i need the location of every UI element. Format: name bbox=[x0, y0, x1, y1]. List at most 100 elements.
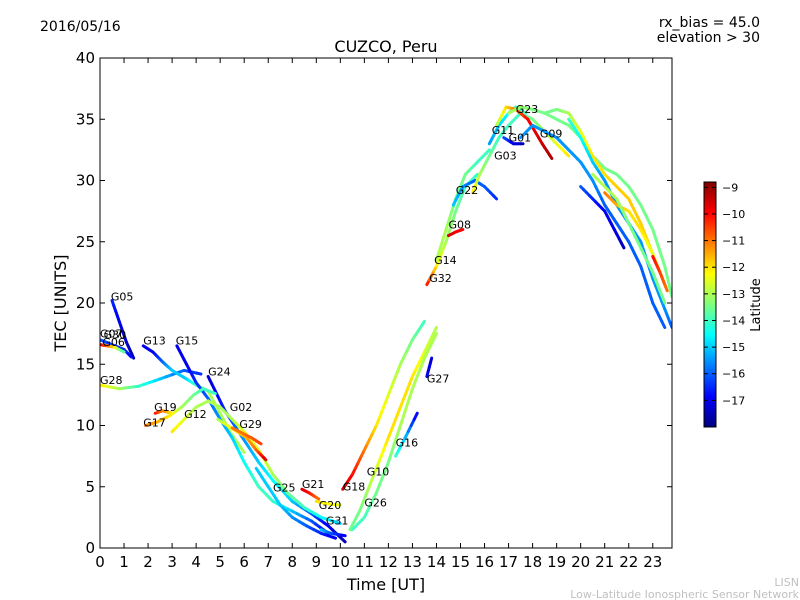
series-track-32 bbox=[567, 117, 672, 329]
x-tick-label: 22 bbox=[619, 553, 638, 571]
series-segment bbox=[547, 153, 554, 160]
x-tick-label: 5 bbox=[215, 553, 225, 571]
series-segment bbox=[648, 267, 655, 280]
series-segment bbox=[210, 390, 217, 396]
satellite-label-G17: G17 bbox=[143, 417, 166, 430]
series-segment bbox=[339, 536, 347, 544]
series-segment bbox=[564, 151, 571, 158]
series-segment bbox=[407, 387, 414, 400]
satellite-label-G30: G30 bbox=[104, 329, 127, 342]
series-segment bbox=[660, 293, 667, 305]
y-tick-label: 0 bbox=[85, 539, 95, 557]
satellite-label-G05: G05 bbox=[111, 291, 134, 304]
y-tick-label: 20 bbox=[76, 294, 95, 312]
colorbar-tick-label: −15 bbox=[722, 341, 745, 354]
y-tick-label: 40 bbox=[76, 49, 95, 67]
series-G29 bbox=[230, 426, 263, 446]
series-segment bbox=[620, 241, 626, 250]
series-track-36 bbox=[651, 254, 669, 293]
x-axis-label: Time [UT] bbox=[346, 575, 425, 594]
satellite-label-G01: G01 bbox=[509, 131, 532, 144]
series-segment bbox=[398, 414, 405, 427]
footer-network: Low-Latitude Ionospheric Sensor Network bbox=[570, 588, 799, 600]
series-track-34 bbox=[591, 172, 667, 305]
satellite-label-G20: G20 bbox=[319, 499, 342, 512]
series-layer bbox=[100, 105, 672, 544]
series-G30 bbox=[100, 343, 126, 354]
x-tick-label: 7 bbox=[263, 553, 273, 571]
series-G19 bbox=[153, 409, 174, 415]
colorbar-ticks: −9 −10 −11 −12 −13 −14 −15 −16 −17 bbox=[704, 181, 745, 407]
satellite-label-G23: G23 bbox=[516, 103, 539, 116]
series-G05 bbox=[110, 299, 136, 360]
satellite-label-G25: G25 bbox=[273, 482, 296, 495]
series-G32 bbox=[425, 172, 479, 287]
colorbar-tick-label: −16 bbox=[722, 368, 745, 381]
x-tick-label: 6 bbox=[239, 553, 249, 571]
series-track-30 bbox=[507, 105, 672, 299]
satellite-label-G16: G16 bbox=[396, 436, 419, 449]
satellite-label-G14: G14 bbox=[434, 254, 457, 267]
x-tick-label: 3 bbox=[167, 553, 177, 571]
series-segment bbox=[386, 451, 393, 464]
series-G20 bbox=[314, 499, 342, 507]
y-tick-label: 25 bbox=[76, 233, 95, 251]
series-segment bbox=[120, 349, 126, 354]
x-tick-label: 0 bbox=[95, 553, 105, 571]
colorbar-tick-label: −9 bbox=[722, 181, 738, 194]
series-G21 bbox=[300, 487, 321, 501]
x-tick-label: 9 bbox=[312, 553, 322, 571]
satellite-label-G13: G13 bbox=[143, 335, 166, 348]
series-segment bbox=[657, 246, 664, 259]
series-G17 bbox=[144, 387, 217, 427]
series-segment bbox=[130, 352, 136, 360]
series-segment bbox=[428, 356, 434, 365]
x-tick-label: 1 bbox=[119, 553, 129, 571]
y-tick-label: 10 bbox=[76, 417, 95, 435]
satellite-label-G28: G28 bbox=[100, 374, 123, 387]
series-segment bbox=[484, 148, 491, 155]
satellite-label-G02: G02 bbox=[230, 401, 253, 414]
series-segment bbox=[261, 455, 268, 462]
y-tick-label: 15 bbox=[76, 355, 95, 373]
series-segment bbox=[639, 240, 646, 253]
rx-bias-label: rx_bias = 45.0 bbox=[659, 15, 760, 31]
satellite-label-G19: G19 bbox=[154, 401, 177, 414]
series-segment bbox=[472, 172, 479, 179]
satellite-label-G06: G06 bbox=[102, 336, 125, 349]
x-tick-label: 18 bbox=[523, 553, 542, 571]
satellite-label-G11: G11 bbox=[492, 124, 515, 137]
x-tick-label: 19 bbox=[547, 553, 566, 571]
satellite-label-G27: G27 bbox=[427, 373, 450, 386]
chart-title: CUZCO, Peru bbox=[334, 37, 437, 56]
satellite-label-G29: G29 bbox=[239, 418, 262, 431]
satellite-label-G09: G09 bbox=[540, 128, 563, 141]
satellite-label-G07: G07 bbox=[100, 327, 123, 340]
series-segment bbox=[127, 353, 133, 359]
series-track-35 bbox=[579, 185, 626, 250]
series-G18 bbox=[341, 319, 426, 491]
series-segment bbox=[639, 264, 646, 277]
colorbar-tick-label: −11 bbox=[722, 235, 745, 248]
axis-ticks: 0 1 2 3 4 5 6 7 8 9 10 11 12 13 14 15 16 17 18 19 20 21 22 2305… bbox=[76, 49, 672, 571]
series-segment bbox=[651, 228, 658, 241]
series-segment bbox=[239, 445, 246, 454]
satellite-label-G12: G12 bbox=[184, 408, 207, 421]
series-segment bbox=[334, 520, 342, 525]
x-tick-label: 8 bbox=[287, 553, 297, 571]
series-G27 bbox=[425, 356, 434, 378]
series-segment bbox=[663, 284, 669, 293]
satellite-label-G03: G03 bbox=[494, 150, 517, 163]
series-G10 bbox=[348, 326, 438, 532]
colorbar-tick-label: −14 bbox=[722, 314, 745, 327]
satellite-label-G32: G32 bbox=[429, 272, 452, 285]
series-G09 bbox=[519, 123, 667, 329]
satellite-label-G18: G18 bbox=[343, 480, 366, 493]
y-axis-label: TEC [UNITS] bbox=[51, 255, 70, 353]
series-segment bbox=[401, 405, 408, 418]
series-G12 bbox=[170, 399, 342, 525]
series-G26 bbox=[350, 332, 438, 532]
series-segment bbox=[412, 411, 419, 421]
series-G31 bbox=[319, 528, 347, 538]
